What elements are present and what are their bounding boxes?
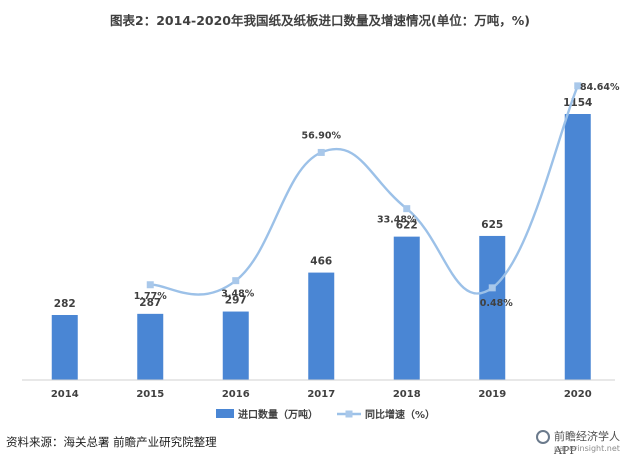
legend-line-marker: [345, 410, 353, 418]
bar-2015: [137, 313, 164, 380]
growth-label-2016: 3.48%: [221, 289, 254, 300]
bar-label-2016: 297: [225, 295, 247, 307]
growth-point-2015: [146, 281, 154, 289]
x-tick-2016: 2016: [222, 389, 250, 400]
growth-label-2017: 56.90%: [301, 130, 341, 141]
growth-label-2015: 1.77%: [134, 291, 167, 302]
x-tick-2017: 2017: [307, 389, 335, 400]
bar-2020: [564, 114, 591, 381]
logo-icon: [536, 430, 550, 444]
bar-label-2017: 466: [310, 256, 332, 268]
growth-label-2018: 33.48%: [377, 215, 417, 226]
x-tick-2015: 2015: [136, 389, 164, 400]
growth-point-2016: [232, 277, 240, 285]
bar-label-2019: 625: [481, 219, 503, 231]
bar-label-2020: 1154: [563, 97, 592, 109]
growth-point-2020: [574, 82, 582, 90]
growth-label-2019: 0.48%: [480, 298, 513, 309]
bar-label-2015: 287: [139, 297, 161, 309]
bar-2014: [51, 314, 78, 380]
bar-2018: [393, 236, 420, 380]
chart-title: 图表2：2014-2020年我国纸及纸板进口数量及增速情况(单位：万吨，%): [110, 13, 530, 28]
legend-line-label: 同比增速（%）: [365, 408, 435, 421]
growth-point-2018: [403, 205, 411, 213]
growth-line: [150, 85, 579, 296]
bar-2017: [308, 272, 335, 380]
growth-label-2020: 84.64%: [580, 82, 620, 93]
x-tick-2020: 2020: [564, 389, 592, 400]
legend-bar-swatch: [216, 409, 234, 418]
legend-bar-label: 进口数量（万吨）: [238, 408, 318, 421]
source-note: 资料来源：海关总署 前瞻产业研究院整理: [6, 435, 217, 449]
bar-2016: [222, 311, 249, 380]
x-tick-2019: 2019: [478, 389, 506, 400]
growth-point-2019: [488, 284, 496, 292]
bar-label-2014: 282: [54, 298, 76, 310]
growth-point-2017: [317, 148, 325, 156]
bar-label-2018: 622: [396, 220, 418, 232]
logo-url: paperinsight.net: [554, 444, 620, 453]
brand-logo: 前瞻经济学人APP paperinsight.net: [534, 426, 638, 460]
logo-text: 前瞻经济学人APP: [554, 430, 620, 457]
x-tick-2018: 2018: [393, 389, 421, 400]
x-tick-2014: 2014: [51, 389, 79, 400]
bar-2019: [479, 235, 506, 380]
